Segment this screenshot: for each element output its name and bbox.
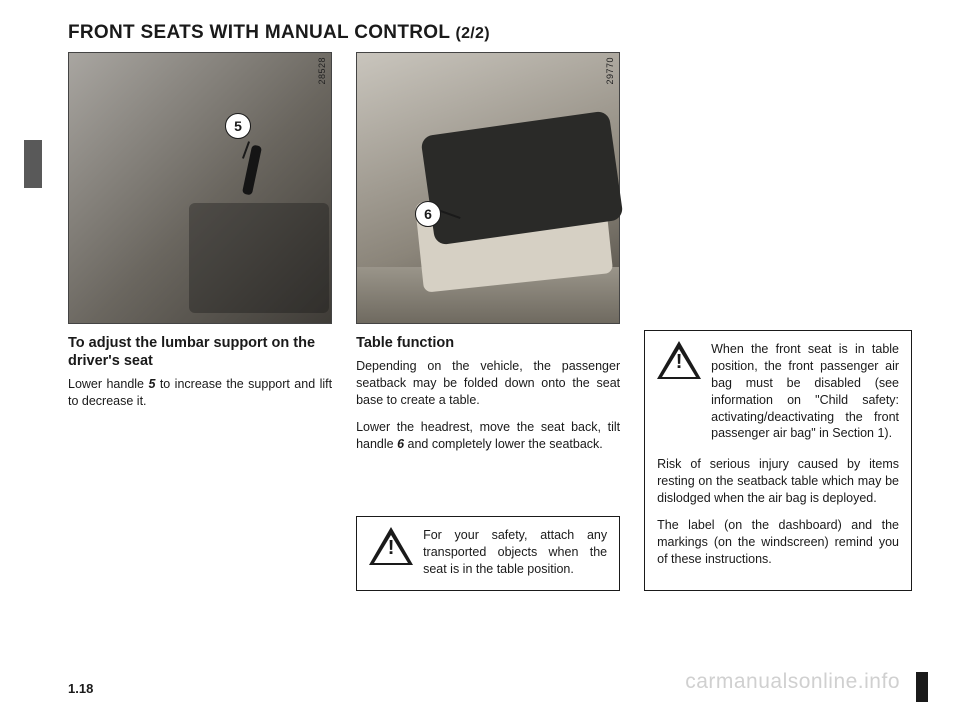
mid-heading: Table function (356, 334, 620, 352)
text: Lower handle (68, 377, 148, 391)
page-number: 1.18 (68, 681, 93, 696)
manual-page: FRONT SEATS WITH MANUAL CONTROL (2/2) 28… (0, 0, 960, 710)
warning-box-attach: ! For your safety, attach any transporte… (356, 516, 620, 591)
center-console-shape (189, 203, 329, 313)
lumbar-lever-shape (237, 145, 267, 205)
warning-text-cont: Risk of serious injury caused by items r… (657, 456, 899, 567)
content-columns: 28528 5 To adjust the lumbar support on … (68, 52, 912, 591)
mid-text: Table function Depending on the vehicle,… (356, 334, 620, 463)
callout-6: 6 (415, 201, 441, 227)
callout-5: 5 (225, 113, 251, 139)
page-corner-mark (916, 672, 928, 702)
section-tab (24, 140, 42, 188)
warning-text: When the front seat is in table position… (711, 341, 899, 452)
left-heading: To adjust the lumbar support on the driv… (68, 334, 332, 370)
title-sub: (2/2) (455, 25, 489, 42)
mid-body-1: Depending on the vehicle, the passenger … (356, 358, 620, 409)
warning-p2: Risk of serious injury caused by items r… (657, 456, 899, 507)
handle-ref-6: 6 (397, 437, 404, 451)
warning-p1: When the front seat is in table position… (711, 341, 899, 442)
image-number: 29770 (605, 57, 615, 85)
column-mid: 29770 6 Table function Depending on the … (356, 52, 620, 591)
column-left: 28528 5 To adjust the lumbar support on … (68, 52, 332, 591)
warning-icon: ! (369, 527, 413, 567)
column-right: ! When the front seat is in table positi… (644, 52, 912, 591)
watermark: carmanualsonline.info (685, 670, 900, 694)
warning-icon: ! (657, 341, 701, 381)
left-text: To adjust the lumbar support on the driv… (68, 334, 332, 420)
warning-head: ! For your safety, attach any transporte… (369, 527, 607, 578)
text: and completely lower the seatback. (404, 437, 603, 451)
left-body: Lower handle 5 to increase the support a… (68, 376, 332, 410)
figure-table-function: 29770 6 (356, 52, 620, 324)
warning-p3: The label (on the dashboard) and the mar… (657, 517, 899, 568)
image-number: 28528 (317, 57, 327, 85)
title-main: FRONT SEATS WITH MANUAL CONTROL (68, 22, 450, 43)
warning-text: For your safety, attach any transported … (423, 527, 607, 578)
warning-head: ! When the front seat is in table positi… (657, 341, 899, 452)
figure-lumbar: 28528 5 (68, 52, 332, 324)
mid-body-2: Lower the headrest, move the seat back, … (356, 419, 620, 453)
page-title: FRONT SEATS WITH MANUAL CONTROL (2/2) (68, 22, 912, 44)
warning-box-airbag: ! When the front seat is in table positi… (644, 330, 912, 591)
